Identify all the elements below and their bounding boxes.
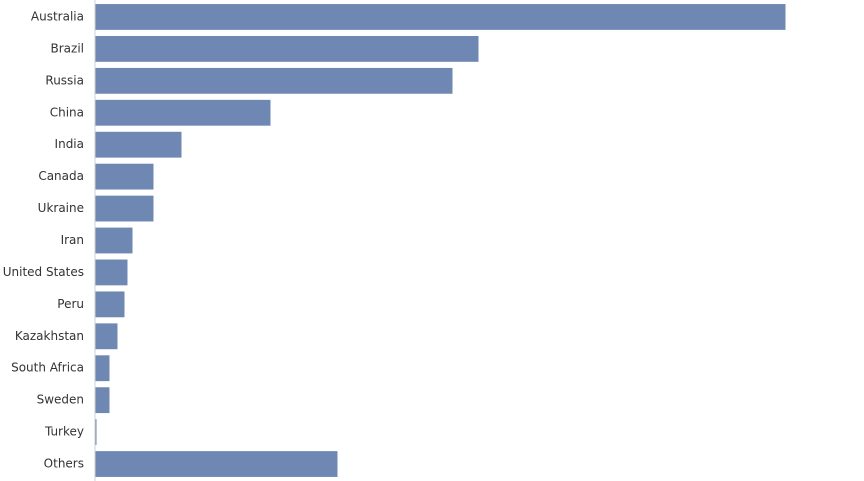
- y-tick-label: Brazil: [51, 41, 85, 55]
- y-tick-label: Sweden: [37, 393, 84, 407]
- bar: [94, 290, 126, 319]
- bar: [94, 194, 155, 223]
- y-tick-label: Kazakhstan: [15, 329, 84, 343]
- bar: [94, 386, 111, 415]
- y-tick-label: Others: [44, 457, 84, 471]
- y-tick-label: United States: [3, 265, 84, 279]
- bar: [94, 162, 155, 191]
- bar: [94, 354, 111, 383]
- bar: [94, 98, 272, 127]
- bar: [94, 3, 787, 31]
- y-tick-label: India: [55, 137, 84, 151]
- y-tick-label: Ukraine: [38, 201, 84, 215]
- bar: [94, 130, 183, 159]
- y-tick-label: Iran: [61, 233, 84, 247]
- y-tick-label: China: [50, 105, 84, 119]
- bar: [94, 322, 119, 351]
- y-tick-label: Turkey: [44, 425, 84, 439]
- y-tick-label: Canada: [38, 169, 84, 183]
- y-tick-label: Australia: [31, 9, 84, 23]
- bar: [94, 66, 454, 95]
- y-tick-label: Russia: [45, 73, 84, 87]
- bar: [94, 34, 480, 63]
- bar: [94, 258, 129, 287]
- bar: [94, 226, 134, 255]
- y-tick-label: South Africa: [11, 361, 84, 375]
- y-tick-label: Peru: [57, 297, 84, 311]
- bar: [94, 450, 339, 478]
